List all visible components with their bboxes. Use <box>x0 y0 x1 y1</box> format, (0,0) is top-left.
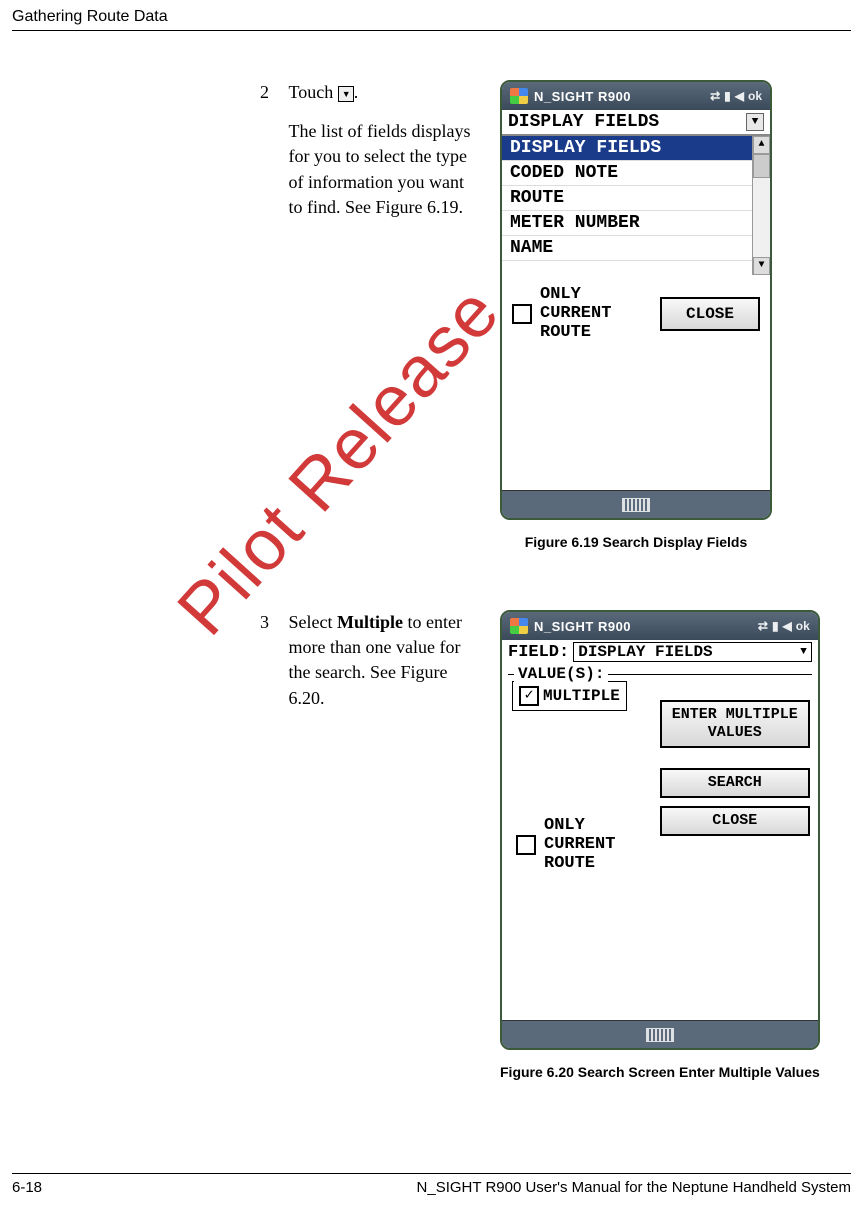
step-3-text: 3 Select Multiple to enter more than one… <box>260 610 480 1120</box>
multiple-checkbox[interactable]: ✓ <box>519 686 539 706</box>
scroll-track[interactable] <box>753 154 770 257</box>
list-item[interactable]: CODED NOTE <box>502 161 770 186</box>
step-3-row: 3 Select Multiple to enter more than one… <box>260 610 838 1120</box>
keyboard-icon[interactable] <box>622 498 650 512</box>
app-title: N_SIGHT R900 <box>534 89 704 104</box>
connectivity-icon: ⇄ <box>710 89 720 103</box>
multiple-label: MULTIPLE <box>543 687 620 705</box>
display-fields-combo[interactable]: DISPLAY FIELDS ▼ <box>502 110 770 135</box>
running-header: Gathering Route Data <box>12 8 851 26</box>
volume-icon: ◀ <box>735 89 744 103</box>
screenshot-1-wrapper: N_SIGHT R900 ⇄ ▮ ◀ ok DISPLAY FIELDS ▼ D… <box>500 80 772 590</box>
close-button[interactable]: CLOSE <box>660 297 760 331</box>
ok-button[interactable]: ok <box>796 619 810 633</box>
header-title: Gathering Route Data <box>12 8 168 25</box>
list-item[interactable]: METER NUMBER <box>502 211 770 236</box>
only-current-route-label-2: ONLY CURRENT ROUTE <box>544 816 656 873</box>
step-3-body: Select Multiple to enter more than one v… <box>289 610 479 711</box>
step-2-pre: Touch <box>289 82 338 102</box>
field-combo-value: DISPLAY FIELDS <box>578 643 800 661</box>
field-row: FIELD: DISPLAY FIELDS ▼ <box>502 640 818 664</box>
keyboard-icon[interactable] <box>646 1028 674 1042</box>
page-footer: 6-18 N_SIGHT R900 User's Manual for the … <box>12 1179 851 1196</box>
footer-rule <box>12 1173 851 1174</box>
step-2-body: Touch . The list of fields displays for … <box>289 80 479 220</box>
pda-body-1: DISPLAY FIELDS ▼ DISPLAY FIELDS CODED NO… <box>502 110 770 490</box>
multiple-checkbox-row[interactable]: ✓ MULTIPLE <box>512 681 627 711</box>
step-2-number: 2 <box>260 80 284 105</box>
header-rule <box>12 30 851 31</box>
step-2-text: 2 Touch . The list of fields displays fo… <box>260 80 480 590</box>
only-current-route-label: ONLY CURRENT ROUTE <box>540 285 660 342</box>
page-content: 2 Touch . The list of fields displays fo… <box>260 80 838 1140</box>
screenshot-2-wrapper: N_SIGHT R900 ⇄ ▮ ◀ ok FIELD: DISPLAY FIE… <box>500 610 820 1120</box>
pda-titlebar-2: N_SIGHT R900 ⇄ ▮ ◀ ok <box>502 612 818 640</box>
enter-multiple-values-button[interactable]: ENTER MULTIPLE VALUES <box>660 700 810 748</box>
pda-footer <box>502 490 770 518</box>
scroll-up-icon[interactable]: ▲ <box>753 136 770 154</box>
close-button-2[interactable]: CLOSE <box>660 806 810 836</box>
step-3-number: 3 <box>260 610 284 635</box>
only-current-route-checkbox[interactable] <box>512 304 532 324</box>
combo-arrow-icon[interactable]: ▼ <box>746 113 764 131</box>
list-item[interactable]: DISPLAY FIELDS <box>502 136 770 161</box>
combo-selected-label: DISPLAY FIELDS <box>508 112 746 132</box>
connectivity-icon: ⇄ <box>758 619 768 633</box>
figure-6-19-caption: Figure 6.19 Search Display Fields <box>500 534 772 550</box>
scroll-thumb[interactable] <box>753 154 770 178</box>
pda-titlebar: N_SIGHT R900 ⇄ ▮ ◀ ok <box>502 82 770 110</box>
page-number: 6-18 <box>12 1179 42 1196</box>
footer-title: N_SIGHT R900 User's Manual for the Neptu… <box>417 1179 851 1196</box>
step-3-pre: Select <box>289 612 337 632</box>
pda-footer-2 <box>502 1020 818 1048</box>
step-2-paragraph: The list of fields displays for you to s… <box>289 119 479 220</box>
chevron-down-icon: ▼ <box>800 646 807 658</box>
scroll-down-icon[interactable]: ▼ <box>753 257 770 275</box>
only-current-route-row[interactable]: ONLY CURRENT ROUTE <box>512 285 660 342</box>
figure-6-20-caption: Figure 6.20 Search Screen Enter Multiple… <box>500 1064 820 1080</box>
signal-icon: ▮ <box>724 89 731 103</box>
list-item[interactable]: ROUTE <box>502 186 770 211</box>
screenshot-2: N_SIGHT R900 ⇄ ▮ ◀ ok FIELD: DISPLAY FIE… <box>500 610 820 1050</box>
status-icons: ⇄ ▮ ◀ ok <box>710 89 762 103</box>
field-label: FIELD: <box>508 643 569 662</box>
dropdown-arrow-icon <box>338 86 354 102</box>
app-title-2: N_SIGHT R900 <box>534 619 752 634</box>
values-label: VALUE(S): <box>514 665 608 683</box>
field-combo[interactable]: DISPLAY FIELDS ▼ <box>573 642 812 662</box>
status-icons-2: ⇄ ▮ ◀ ok <box>758 619 810 633</box>
start-icon[interactable] <box>510 88 528 104</box>
pda-body-2: FIELD: DISPLAY FIELDS ▼ VALUE(S): ✓ MULT… <box>502 640 818 1020</box>
step-2-post: . <box>354 82 359 102</box>
dropdown-list: DISPLAY FIELDS CODED NOTE ROUTE METER NU… <box>502 135 770 275</box>
scrollbar[interactable]: ▲ ▼ <box>752 136 770 275</box>
search-button[interactable]: SEARCH <box>660 768 810 798</box>
start-icon[interactable] <box>510 618 528 634</box>
button-stack: ENTER MULTIPLE VALUES SEARCH CLOSE <box>660 700 810 836</box>
signal-icon: ▮ <box>772 619 779 633</box>
ok-button[interactable]: ok <box>748 89 762 103</box>
screenshot-1: N_SIGHT R900 ⇄ ▮ ◀ ok DISPLAY FIELDS ▼ D… <box>500 80 772 520</box>
step-2-row: 2 Touch . The list of fields displays fo… <box>260 80 838 590</box>
list-item[interactable]: NAME <box>502 236 770 261</box>
only-current-route-row-2[interactable]: ONLY CURRENT ROUTE <box>506 808 666 881</box>
step-3-bold: Multiple <box>337 612 403 632</box>
volume-icon: ◀ <box>783 619 792 633</box>
only-current-route-checkbox-2[interactable] <box>516 835 536 855</box>
